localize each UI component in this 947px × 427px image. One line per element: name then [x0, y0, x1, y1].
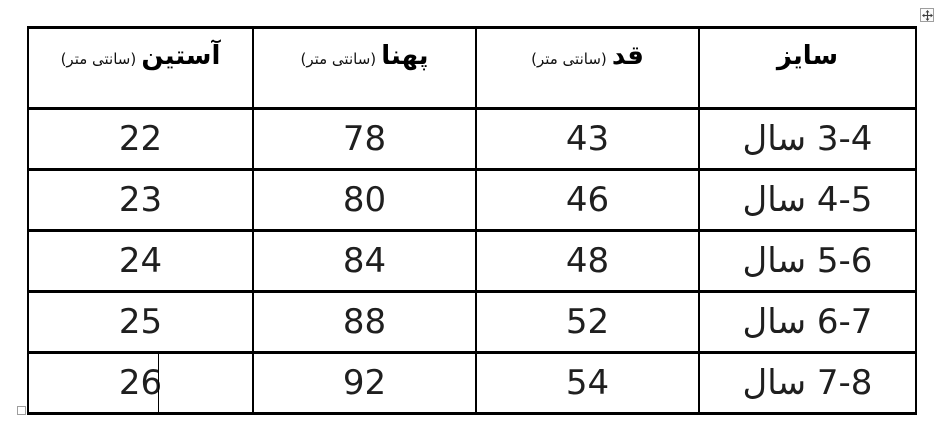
- width-value: 84: [342, 241, 387, 281]
- sleeve-value: 26: [118, 363, 163, 403]
- height-value: 43: [565, 119, 610, 159]
- cell-sleeve-3[interactable]: 25: [27, 290, 254, 354]
- cell-width-0[interactable]: 78: [252, 107, 477, 171]
- header-sleeve-label: آستین: [141, 41, 221, 71]
- cell-size-2[interactable]: 5-6 سال: [698, 229, 917, 293]
- width-value: 88: [342, 302, 387, 342]
- cell-size-1[interactable]: 4-5 سال: [698, 168, 917, 232]
- cell-sleeve-0[interactable]: 22: [27, 107, 254, 171]
- table-row: 4-5 سال 46 80 23: [27, 168, 917, 232]
- size-value: 5-6 سال: [742, 241, 873, 281]
- size-value: 3-4 سال: [742, 119, 873, 159]
- table-row: 3-4 سال 43 78 22: [27, 107, 917, 171]
- four-way-arrow-icon: [921, 9, 933, 21]
- width-value: 78: [342, 119, 387, 159]
- table-row: 7-8 سال 54 92 26: [27, 351, 917, 415]
- height-value: 48: [565, 241, 610, 281]
- header-height-unit: (سانتی متر): [531, 50, 607, 68]
- cell-sleeve-4[interactable]: 26: [27, 351, 254, 415]
- header-cell-width[interactable]: پهنا (سانتی متر): [252, 26, 477, 110]
- header-sleeve-unit: (سانتی متر): [60, 50, 137, 68]
- cell-sleeve-2[interactable]: 24: [27, 229, 254, 293]
- cell-height-1[interactable]: 46: [475, 168, 700, 232]
- header-cell-sleeve[interactable]: آستین (سانتی متر): [27, 26, 254, 110]
- table-header-row: سایز قد (سانتی متر) پهنا (سانتی متر) آست…: [27, 26, 917, 110]
- cell-width-3[interactable]: 88: [252, 290, 477, 354]
- sleeve-value: 22: [118, 119, 163, 159]
- header-width-unit: (سانتی متر): [300, 50, 377, 68]
- cell-size-0[interactable]: 3-4 سال: [698, 107, 917, 171]
- cell-width-4[interactable]: 92: [252, 351, 477, 415]
- cell-height-4[interactable]: 54: [475, 351, 700, 415]
- width-value: 92: [342, 363, 387, 403]
- header-cell-height[interactable]: قد (سانتی متر): [475, 26, 700, 110]
- cell-height-2[interactable]: 48: [475, 229, 700, 293]
- sleeve-value: 25: [118, 302, 163, 342]
- header-cell-size[interactable]: سایز: [698, 26, 917, 110]
- sleeve-value: 23: [118, 180, 163, 220]
- height-value: 54: [565, 363, 610, 403]
- table-resize-handle[interactable]: [17, 406, 26, 415]
- table-row: 6-7 سال 52 88 25: [27, 290, 917, 354]
- size-value: 4-5 سال: [742, 180, 873, 220]
- sleeve-value: 24: [118, 241, 163, 281]
- width-value: 80: [342, 180, 387, 220]
- size-value: 6-7 سال: [742, 302, 873, 342]
- table-move-handle[interactable]: [920, 8, 934, 22]
- header-width-label: پهنا: [381, 41, 429, 71]
- header-height-label: قد: [611, 41, 644, 71]
- cell-height-3[interactable]: 52: [475, 290, 700, 354]
- cell-size-3[interactable]: 6-7 سال: [698, 290, 917, 354]
- header-size-label: سایز: [776, 41, 839, 71]
- cell-width-1[interactable]: 80: [252, 168, 477, 232]
- height-value: 52: [565, 302, 610, 342]
- cell-height-0[interactable]: 43: [475, 107, 700, 171]
- cell-width-2[interactable]: 84: [252, 229, 477, 293]
- cell-size-4[interactable]: 7-8 سال: [698, 351, 917, 415]
- table-row: 5-6 سال 48 84 24: [27, 229, 917, 293]
- size-value: 7-8 سال: [742, 363, 873, 403]
- height-value: 46: [565, 180, 610, 220]
- size-chart-table: سایز قد (سانتی متر) پهنا (سانتی متر) آست…: [27, 26, 917, 415]
- cell-sleeve-1[interactable]: 23: [27, 168, 254, 232]
- text-cursor: [157, 354, 159, 412]
